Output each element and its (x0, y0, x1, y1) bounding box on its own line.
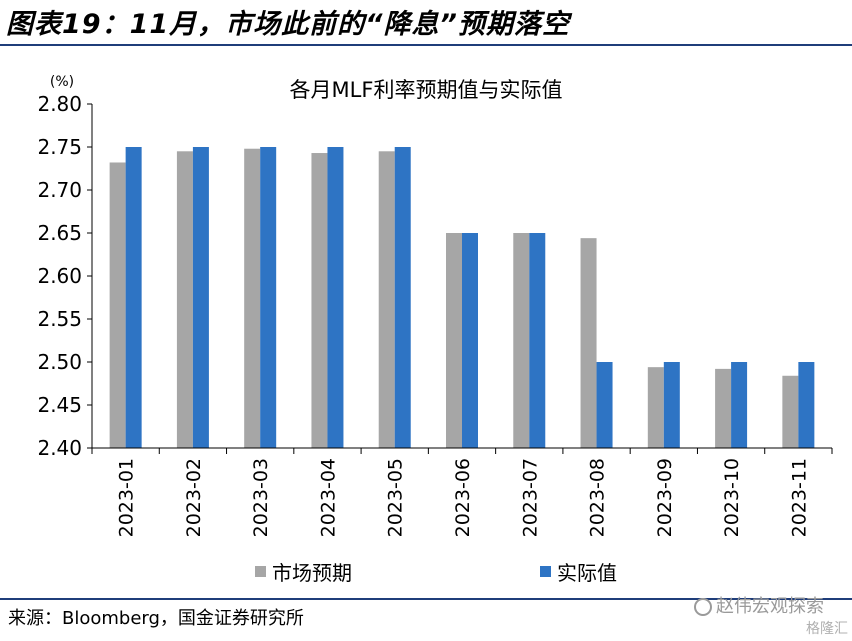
bar-market-expectation (378, 151, 395, 449)
y-tick-label: 2.75 (37, 135, 82, 159)
legend-label-market: 市场预期 (272, 561, 352, 585)
wechat-icon (694, 598, 712, 616)
source-note: 来源：Bloomberg，国金证券研究所 (8, 608, 304, 629)
bar-market-expectation (311, 153, 328, 448)
bar-market-expectation (715, 368, 732, 448)
x-tick-label: 2023-01 (116, 458, 138, 537)
y-tick-label: 2.60 (37, 264, 82, 288)
y-axis-unit: (%) (50, 74, 74, 90)
legend: 市场预期 实际值 (255, 561, 617, 585)
chart-title: 各月MLF利率预期值与实际值 (290, 78, 563, 102)
bar-actual-value (663, 362, 680, 448)
x-tick-label: 2023-04 (317, 458, 339, 537)
y-tick-label: 2.45 (37, 393, 82, 417)
title-divider (0, 44, 852, 46)
bar-market-expectation (446, 233, 462, 448)
x-tick-label: 2023-08 (587, 458, 609, 537)
legend-swatch-market (255, 566, 266, 577)
bar-market-expectation (647, 367, 664, 448)
bar-actual-value (596, 362, 613, 448)
bars (109, 147, 815, 449)
bar-market-expectation (513, 233, 530, 448)
x-tick-label: 2023-11 (788, 458, 810, 537)
bar-actual-value (798, 362, 815, 448)
x-tick-label: 2023-09 (654, 458, 676, 537)
bar-market-expectation (244, 148, 261, 448)
x-tick-label: 2023-02 (183, 458, 205, 537)
bar-actual-value (394, 147, 411, 448)
y-tick-label: 2.40 (37, 436, 82, 460)
watermark: 赵伟宏观探索 (694, 592, 824, 618)
y-tick-label: 2.50 (37, 350, 82, 374)
bar-actual-value (192, 147, 209, 448)
x-axis-ticks: 2023-01 2023-02 2023-03 2023-04 2023-05 2023-… (91, 448, 833, 537)
x-tick-label: 2023-07 (519, 458, 541, 537)
bar-actual-value (529, 233, 546, 448)
bar-market-expectation (109, 162, 126, 449)
x-tick-label: 2023-05 (385, 458, 407, 537)
legend-swatch-actual (540, 566, 551, 577)
x-tick-label: 2023-10 (721, 458, 743, 537)
bar-market-expectation (176, 151, 193, 449)
y-tick-label: 2.70 (37, 178, 82, 202)
bar-actual-value (462, 233, 478, 448)
watermark-text: 赵伟宏观探索 (716, 596, 824, 617)
y-tick-label: 2.65 (37, 221, 82, 245)
y-axis-ticks: 2.40 2.45 2.50 2.55 2.60 2.65 2.70 2.75 2.80 (37, 92, 92, 460)
figure-title: 图表19：11月，市场此前的“降息”预期落空 (6, 9, 570, 40)
x-tick-label: 2023-03 (250, 458, 272, 537)
bar-market-expectation (580, 238, 597, 448)
source-divider (0, 598, 852, 600)
x-tick-label: 2023-06 (452, 458, 474, 537)
bar-actual-value (260, 147, 277, 448)
y-tick-label: 2.80 (37, 92, 82, 116)
legend-label-actual: 实际值 (557, 561, 617, 585)
bar-market-expectation (782, 375, 799, 448)
bar-actual-value (731, 362, 748, 448)
bar-actual-value (125, 147, 142, 448)
watermark-secondary: 格隆汇 (806, 621, 848, 637)
y-tick-label: 2.55 (37, 307, 82, 331)
bar-actual-value (327, 147, 344, 448)
